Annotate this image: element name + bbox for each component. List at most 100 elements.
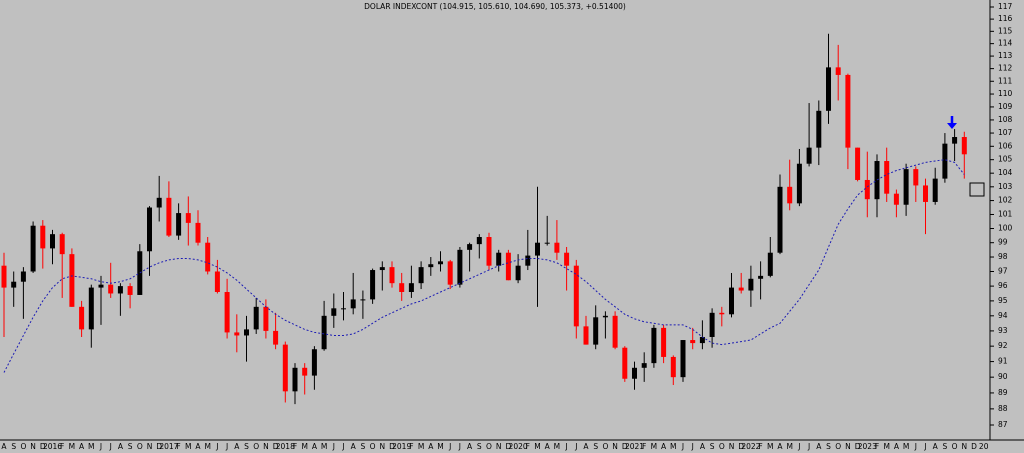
- x-tick-label: N: [845, 442, 851, 451]
- candle-body: [816, 110, 822, 148]
- candle-body: [350, 299, 356, 309]
- candle-body: [719, 312, 725, 315]
- x-tick-label: D: [40, 442, 46, 451]
- candle-body: [583, 326, 589, 345]
- x-tick-label: S: [943, 442, 948, 451]
- x-tick-label: J: [225, 442, 228, 451]
- candle-body: [729, 287, 734, 315]
- x-tick-label: 20: [979, 442, 989, 451]
- annotation-box: [969, 182, 985, 197]
- x-tick-label: O: [719, 442, 725, 451]
- x-tick-label: N: [379, 442, 385, 451]
- candle-body: [564, 252, 570, 266]
- y-tick-label: 115: [998, 26, 1013, 35]
- x-tick-label: D: [738, 442, 744, 451]
- candle-body: [389, 267, 395, 284]
- x-tick-label: J: [109, 442, 112, 451]
- x-tick-label: J: [691, 442, 694, 451]
- x-tick-label: M: [418, 442, 424, 451]
- candle-body: [622, 347, 628, 379]
- candle-body: [341, 308, 346, 310]
- candle-body: [166, 197, 172, 236]
- candle-body: [282, 344, 288, 392]
- x-tick-label: O: [835, 442, 841, 451]
- candle-body: [942, 143, 948, 179]
- x-tick-label: O: [20, 442, 26, 451]
- candle-body: [690, 340, 696, 344]
- x-tick-label: M: [767, 442, 773, 451]
- candle-body: [748, 278, 754, 291]
- candle-body: [1, 265, 7, 288]
- x-tick-label: J: [215, 442, 218, 451]
- candle-body: [273, 330, 279, 345]
- candle-body: [932, 178, 938, 202]
- y-tick-label: 98: [998, 252, 1008, 261]
- x-tick-label: N: [147, 442, 153, 451]
- x-tick-label: A: [234, 442, 240, 451]
- candle-body: [117, 286, 123, 294]
- candle-body: [214, 271, 220, 293]
- x-tick-label: J: [807, 442, 810, 451]
- x-tick-label: A: [79, 442, 85, 451]
- candle-body: [826, 67, 831, 111]
- candle-body: [777, 186, 783, 253]
- y-tick-label: 96: [998, 281, 1008, 290]
- candle-body: [661, 327, 667, 357]
- candle-body: [79, 306, 85, 330]
- chart-title: DOLAR INDEXCONT (104.915, 105.610, 104.6…: [364, 2, 626, 11]
- candle-body: [796, 163, 802, 204]
- candle-body: [360, 299, 366, 301]
- x-tick-label: 2020: [509, 442, 528, 451]
- x-tick-label: F: [60, 442, 64, 451]
- candle-body: [961, 137, 967, 155]
- y-tick-label: 93: [998, 326, 1008, 335]
- y-tick-label: 97: [998, 266, 1008, 275]
- x-tick-label: A: [351, 442, 357, 451]
- x-tick-label: M: [437, 442, 443, 451]
- x-tick-label: D: [273, 442, 279, 451]
- x-tick-label: S: [11, 442, 16, 451]
- y-tick-label: 94: [998, 311, 1008, 320]
- x-tick-label: A: [583, 442, 589, 451]
- candle-body: [205, 242, 211, 272]
- x-tick-label: D: [971, 442, 977, 451]
- x-tick-label: M: [88, 442, 94, 451]
- annotation-arrow: [947, 116, 957, 129]
- candle-body: [486, 237, 492, 266]
- x-tick-label: S: [128, 442, 133, 451]
- y-tick-label: 102: [998, 196, 1013, 205]
- x-tick-label: J: [448, 442, 451, 451]
- candle-body: [612, 315, 618, 348]
- x-tick-label: 2017: [159, 442, 178, 451]
- candle-body: [535, 242, 540, 256]
- y-tick-label: 108: [998, 115, 1013, 124]
- x-tick-label: A: [894, 442, 900, 451]
- y-tick-label: 113: [998, 51, 1013, 60]
- y-tick-label: 111: [998, 76, 1013, 85]
- x-tick-label: N: [263, 442, 269, 451]
- candle-body: [127, 286, 133, 295]
- candle-body: [137, 251, 143, 295]
- candle-body: [593, 317, 599, 345]
- candle-body: [331, 308, 337, 316]
- candle-body: [554, 242, 560, 253]
- x-tick-label: A: [545, 442, 551, 451]
- y-tick-label: 109: [998, 102, 1013, 111]
- x-tick-label: J: [923, 442, 926, 451]
- candle-body: [302, 367, 308, 376]
- candle-body: [408, 283, 414, 293]
- y-tick-label: 95: [998, 296, 1008, 305]
- x-tick-label: M: [185, 442, 191, 451]
- x-tick-label: J: [99, 442, 102, 451]
- candle-body: [88, 287, 94, 330]
- candle-body: [156, 197, 162, 208]
- y-tick-label: 99: [998, 238, 1008, 247]
- x-tick-label: 2019: [392, 442, 411, 451]
- x-tick-label: F: [176, 442, 180, 451]
- candle-body: [224, 292, 230, 333]
- x-tick-label: F: [642, 442, 646, 451]
- candle-body: [98, 284, 104, 288]
- x-tick-label: M: [69, 442, 75, 451]
- candle-body: [263, 306, 269, 331]
